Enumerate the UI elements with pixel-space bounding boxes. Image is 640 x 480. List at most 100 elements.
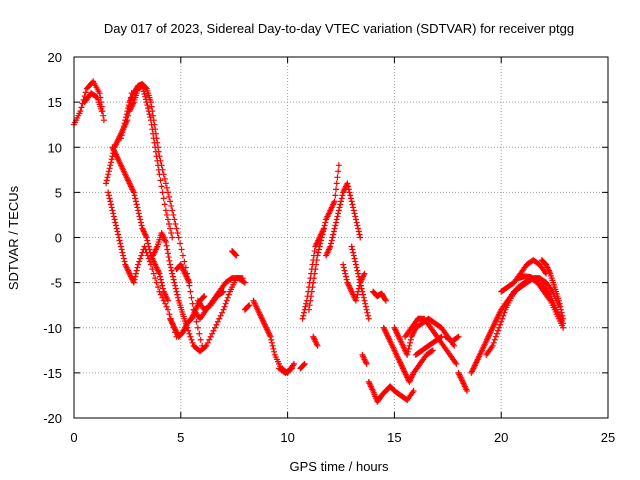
data-point (156, 171, 163, 178)
data-point (223, 297, 230, 304)
y-tick-label: 15 (48, 95, 62, 110)
series-sat-e (109, 144, 171, 304)
data-point (144, 102, 151, 109)
data-point (105, 189, 112, 196)
data-point (145, 105, 152, 112)
y-tick-label: 5 (55, 185, 62, 200)
data-point (559, 312, 566, 319)
data-point (140, 88, 147, 95)
data-point (241, 279, 248, 286)
data-point (172, 220, 179, 227)
data-point (115, 234, 122, 241)
data-point (313, 261, 320, 268)
data-points (71, 78, 567, 405)
data-point (320, 228, 327, 235)
data-point (213, 321, 220, 328)
data-point (153, 153, 160, 160)
data-point (100, 117, 107, 124)
data-point (361, 297, 368, 304)
data-point (300, 309, 307, 316)
data-point (331, 198, 338, 205)
data-point (147, 114, 154, 121)
data-point (203, 342, 210, 349)
data-point (130, 279, 137, 286)
series-sat-h (150, 229, 191, 331)
data-point (166, 257, 173, 264)
data-point (320, 225, 327, 232)
data-point (163, 184, 170, 191)
series-sat-x (348, 243, 372, 322)
series-sat-af (442, 333, 462, 345)
data-point (171, 279, 178, 286)
data-point (493, 330, 500, 337)
data-point (319, 231, 326, 238)
data-point (300, 361, 307, 368)
data-point (168, 267, 175, 274)
data-point (560, 324, 567, 331)
data-point (187, 333, 194, 340)
x-tick-label: 25 (601, 430, 615, 445)
data-point (494, 327, 501, 334)
series-sat-r (297, 360, 308, 372)
data-point (154, 157, 161, 164)
data-point (108, 204, 115, 211)
series-sat-ag (455, 369, 471, 394)
data-point (106, 195, 113, 202)
data-point (78, 104, 85, 111)
data-point (404, 348, 411, 355)
data-point (188, 294, 195, 301)
data-point (201, 293, 208, 300)
data-point (115, 231, 122, 238)
data-point (333, 216, 340, 223)
data-point (106, 165, 113, 172)
data-point (345, 183, 352, 190)
data-point (172, 282, 179, 289)
data-point (117, 243, 124, 250)
data-point (143, 99, 150, 106)
grid-lines (74, 57, 608, 418)
data-point (313, 257, 320, 264)
data-point (105, 168, 112, 175)
data-point (353, 264, 360, 271)
data-point (178, 246, 185, 253)
data-point (334, 213, 341, 220)
data-point (221, 303, 228, 310)
data-point (146, 246, 153, 253)
data-point (355, 225, 362, 232)
data-point (77, 108, 84, 115)
data-point (246, 302, 253, 309)
data-point (328, 237, 335, 244)
data-point (142, 96, 149, 103)
data-point (407, 339, 414, 346)
data-point (350, 252, 357, 259)
data-point (110, 213, 117, 220)
x-tick-label: 10 (280, 430, 294, 445)
data-point (181, 258, 188, 265)
data-point (167, 198, 174, 205)
data-point (189, 300, 196, 307)
data-point (166, 220, 173, 227)
data-point (164, 297, 171, 304)
data-point (451, 342, 458, 349)
data-point (216, 315, 223, 322)
data-point (338, 195, 345, 202)
y-tick-label: -20 (43, 411, 62, 426)
data-point (429, 347, 436, 354)
data-point (146, 111, 153, 118)
data-point (454, 334, 461, 341)
data-point (113, 225, 120, 232)
data-point (315, 246, 322, 253)
x-tick-label: 5 (177, 430, 184, 445)
data-point (211, 324, 218, 331)
data-point (169, 270, 176, 277)
data-point (169, 234, 176, 241)
data-point (405, 345, 412, 352)
data-point (410, 387, 417, 394)
data-point (120, 255, 127, 262)
data-point (225, 291, 232, 298)
series-sat-v (323, 180, 364, 259)
data-point (327, 243, 334, 250)
data-point (352, 216, 359, 223)
data-point (555, 297, 562, 304)
data-point (365, 312, 372, 319)
